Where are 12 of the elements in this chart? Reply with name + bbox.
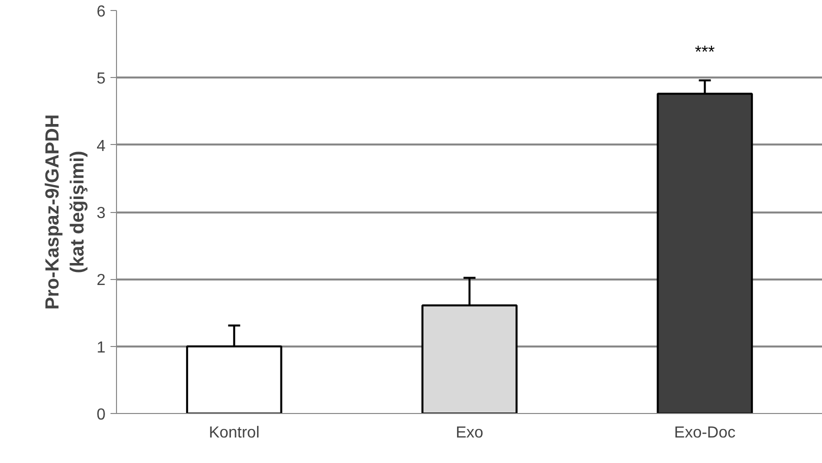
y-tick-label: 4 <box>96 138 106 155</box>
y-tick-label: 0 <box>96 406 106 424</box>
x-tick-label: Exo <box>456 424 484 442</box>
y-tick-label: 3 <box>96 205 106 222</box>
y-tick-label: 5 <box>96 70 106 88</box>
x-tick-label: Kontrol <box>208 424 260 442</box>
y-tick-label: 1 <box>96 339 106 356</box>
y-tick-label: 6 <box>96 4 106 20</box>
annotation: *** <box>694 42 716 62</box>
y-tick-label: 2 <box>96 272 106 290</box>
y-axis-title: Pro-Kaspaz-9/GAPDH (kat değişimi) <box>42 114 89 310</box>
x-tick-label: Exo-Doc <box>674 424 736 442</box>
